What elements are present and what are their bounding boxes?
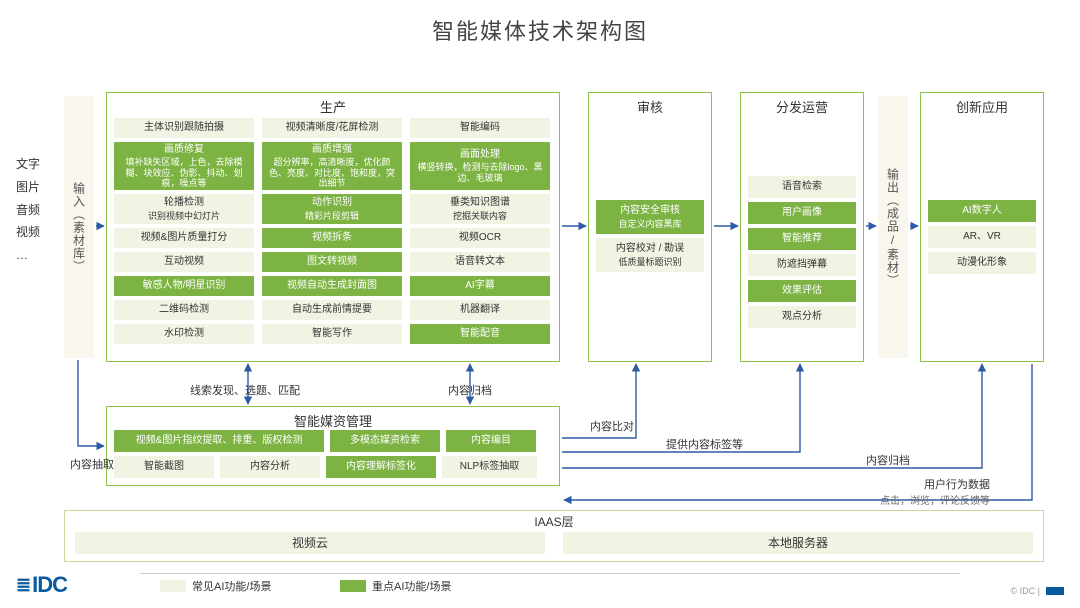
- label-tags: 提供内容标签等: [666, 436, 743, 452]
- feature-cell: 敏感人物/明星识别: [114, 276, 254, 296]
- feature-cell: 智能编码: [410, 118, 550, 138]
- feature-cell: 画质修复填补缺失区域，上色，去除模糊、块效应、伪影、抖动、划痕，噪点等: [114, 142, 254, 190]
- feature-cell: 用户画像: [748, 202, 856, 224]
- feature-cell: 二维码检测: [114, 300, 254, 320]
- input-column-label: 输入（素材库）: [71, 182, 88, 273]
- label-behavior: 用户行为数据 点击，浏览，评论反馈等: [880, 476, 990, 507]
- audit-label: 审核: [589, 93, 711, 120]
- feature-cell: 效果评估: [748, 280, 856, 302]
- feature-cell: 水印检测: [114, 324, 254, 344]
- feature-cell: AI数字人: [928, 200, 1036, 222]
- feature-cell: 视频清晰度/花屏检测: [262, 118, 402, 138]
- iaas-label: IAAS层: [65, 511, 1043, 532]
- feature-cell: 内容分析: [220, 456, 320, 478]
- input-type: 文字: [16, 153, 40, 176]
- feature-cell: 动作识别精彩片段剪辑: [262, 194, 402, 224]
- output-column: 输出（成品/素材）: [878, 96, 908, 358]
- feature-cell: 内容校对 / 勘误低质量标题识别: [596, 238, 704, 272]
- iaas-item: 本地服务器: [563, 532, 1033, 554]
- feature-cell: 智能写作: [262, 324, 402, 344]
- dist-label: 分发运营: [741, 93, 863, 120]
- feature-cell: 视频&图片指纹提取、排重、版权检测: [114, 430, 324, 452]
- feature-cell: 视频OCR: [410, 228, 550, 248]
- iaas-item: 视频云: [75, 532, 545, 554]
- feature-cell: 语音检索: [748, 176, 856, 198]
- innov-label: 创新应用: [921, 93, 1043, 120]
- feature-cell: 主体识别跟随拍摄: [114, 118, 254, 138]
- feature-cell: 互动视频: [114, 252, 254, 272]
- feature-cell: 动漫化形象: [928, 252, 1036, 274]
- feature-cell: 画面处理横竖转换，检测与去除logo、黑边、毛玻璃: [410, 142, 550, 190]
- label-extract: 内容抽取: [70, 456, 114, 472]
- input-types: 文字 图片 音频 视频 …: [12, 150, 56, 270]
- feature-cell: 图文转视频: [262, 252, 402, 272]
- input-type: 图片: [16, 176, 40, 199]
- label-clue: 线索发现、选题、匹配: [190, 382, 300, 398]
- feature-cell: 观点分析: [748, 306, 856, 328]
- feature-cell: 内容理解标签化: [326, 456, 436, 478]
- feature-cell: 防遮挡弹幕: [748, 254, 856, 276]
- feature-cell: 轮播检测识别视频中幻灯片: [114, 194, 254, 224]
- label-archive1: 内容归档: [448, 382, 492, 398]
- feature-cell: NLP标签抽取: [442, 456, 537, 478]
- label-archive2: 内容归档: [866, 452, 910, 468]
- feature-cell: 智能截图: [114, 456, 214, 478]
- footer: © IDC |: [1011, 586, 1064, 596]
- feature-cell: 视频自动生成封面图: [262, 276, 402, 296]
- produce-label: 生产: [107, 93, 559, 120]
- feature-cell: 智能推荐: [748, 228, 856, 250]
- feature-cell: 自动生成前情提要: [262, 300, 402, 320]
- page-title: 智能媒体技术架构图: [0, 0, 1080, 54]
- idc-logo: IDC: [16, 572, 67, 598]
- feature-cell: 视频&图片质量打分: [114, 228, 254, 248]
- feature-cell: AI字幕: [410, 276, 550, 296]
- feature-cell: 画质增强超分辨率，高清晰度，优化颜色、亮度、对比度、饱和度，突出细节: [262, 142, 402, 190]
- feature-cell: 语音转文本: [410, 252, 550, 272]
- feature-cell: 视频拆条: [262, 228, 402, 248]
- iaas-panel: IAAS层 视频云 本地服务器: [64, 510, 1044, 562]
- feature-cell: 智能配音: [410, 324, 550, 344]
- input-type: 视频: [16, 221, 40, 244]
- input-type: 音频: [16, 199, 40, 222]
- feature-cell: 多模态媒资检索: [330, 430, 440, 452]
- label-compare: 内容比对: [590, 418, 634, 434]
- feature-cell: AR、VR: [928, 226, 1036, 248]
- feature-cell: 内容编目: [446, 430, 536, 452]
- feature-cell: 内容安全审核自定义内容黑库: [596, 200, 704, 234]
- feature-cell: 机器翻译: [410, 300, 550, 320]
- input-column: 输入（素材库）: [64, 96, 94, 358]
- input-type: …: [16, 244, 28, 267]
- legend-light: 常见AI功能/场景: [160, 578, 271, 594]
- feature-cell: 垂类知识图谱挖掘关联内容: [410, 194, 550, 224]
- legend-dark: 重点AI功能/场景: [340, 578, 451, 594]
- output-column-label: 输出（成品/素材）: [885, 168, 902, 287]
